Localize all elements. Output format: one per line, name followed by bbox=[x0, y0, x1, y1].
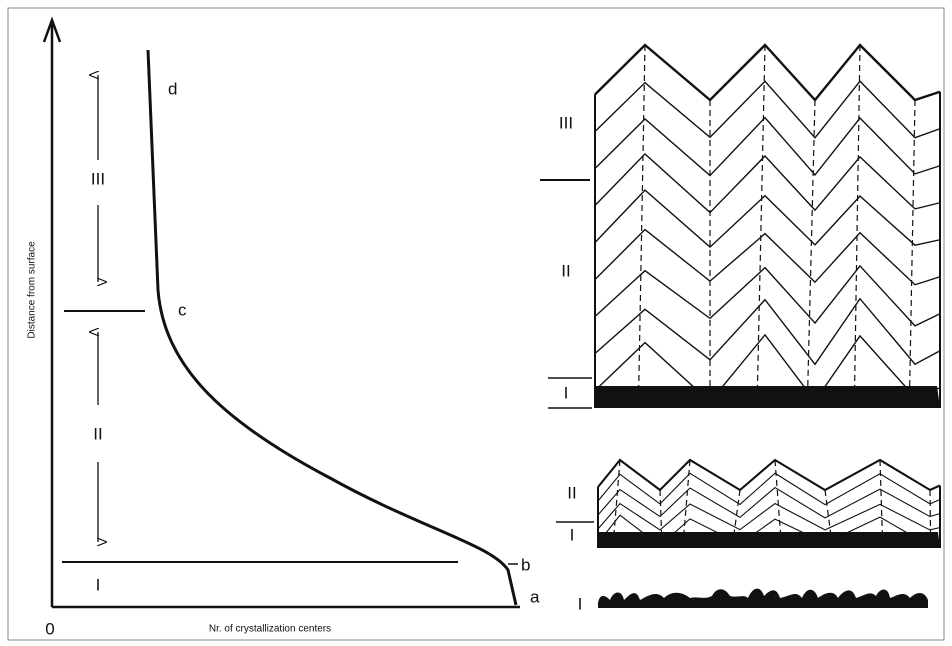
origin-label: 0 bbox=[45, 619, 54, 638]
panel-small bbox=[598, 588, 928, 608]
growth-front bbox=[597, 486, 941, 519]
panel-zone-label: III bbox=[559, 113, 573, 132]
growth-front bbox=[597, 514, 941, 547]
point-label: a bbox=[530, 587, 540, 606]
y-axis-label: Distance from surface bbox=[27, 241, 38, 339]
crystal-layer bbox=[595, 386, 940, 408]
growth-front bbox=[594, 80, 941, 139]
curve bbox=[146, 49, 518, 606]
zone-label: I bbox=[96, 575, 101, 594]
growth-front bbox=[597, 502, 941, 531]
growth-front bbox=[594, 297, 941, 366]
y-axis-arrow bbox=[42, 16, 62, 43]
panel-medium bbox=[597, 458, 941, 549]
growth-front bbox=[594, 264, 941, 327]
growth-front bbox=[597, 458, 941, 492]
crystal-layer bbox=[598, 532, 940, 548]
zone-label: III bbox=[91, 169, 105, 188]
frame bbox=[7, 7, 945, 641]
growth-front bbox=[594, 228, 941, 286]
grain-boundary bbox=[908, 99, 916, 409]
x-axis-label: Nr. of crystallization centers bbox=[209, 624, 331, 635]
point-label: b bbox=[521, 555, 530, 574]
grain-boundary bbox=[806, 99, 816, 409]
grain-boundary bbox=[637, 44, 646, 409]
growth-front bbox=[594, 152, 941, 214]
panel-zone-label: I bbox=[564, 383, 569, 402]
point-label: c bbox=[178, 300, 187, 319]
growth-front bbox=[597, 472, 941, 506]
crystal-layer bbox=[598, 588, 928, 608]
growth-front bbox=[594, 116, 941, 177]
point-label: d bbox=[168, 79, 177, 98]
growth-front bbox=[594, 43, 941, 102]
panel-zone-label: II bbox=[567, 483, 576, 502]
grain-boundary bbox=[756, 44, 766, 409]
grain-boundary bbox=[853, 44, 861, 409]
growth-front bbox=[594, 189, 941, 249]
panel-zone-label: I bbox=[578, 594, 583, 613]
panel-large bbox=[594, 43, 941, 409]
zone-label: II bbox=[93, 424, 102, 443]
panel-zone-label: II bbox=[561, 261, 570, 280]
panel-zone-label: I bbox=[570, 525, 575, 544]
